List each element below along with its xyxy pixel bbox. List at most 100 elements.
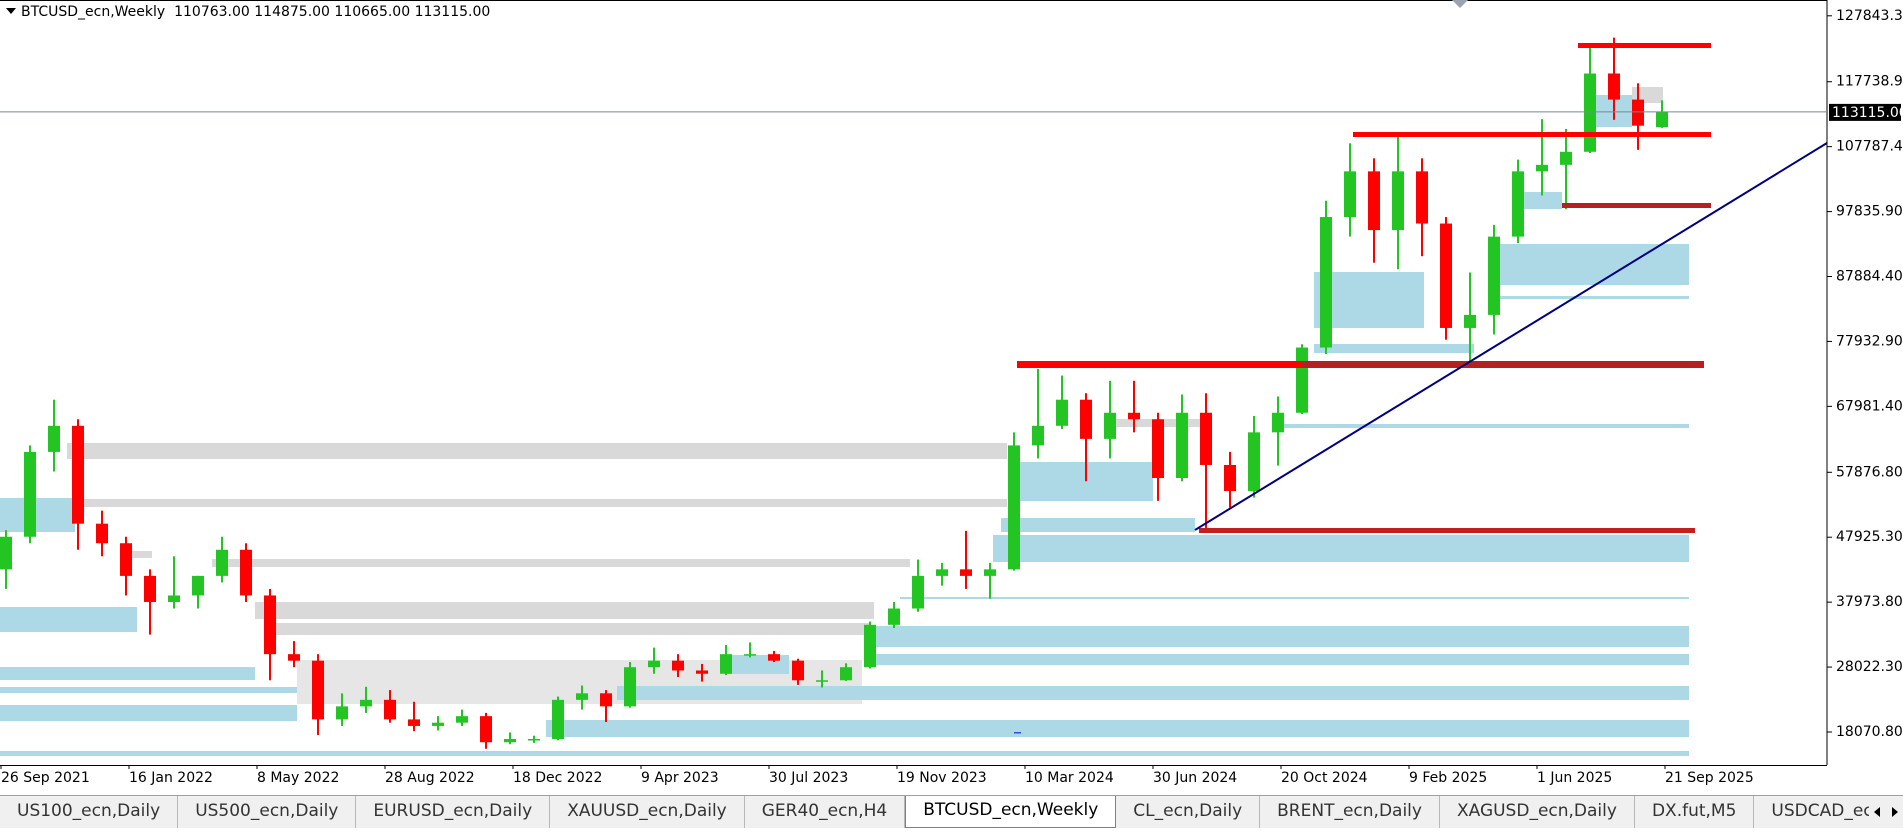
x-tick-label: 30 Jun 2024 [1153,770,1237,786]
support-line [1199,528,1695,533]
candle-body [1632,99,1644,126]
y-tick-label: 47925.30 [1836,529,1903,545]
blue-zone [0,667,255,680]
x-tick-label: 9 Feb 2025 [1409,770,1487,786]
blue-zone [1314,344,1474,353]
candle-body [864,624,876,668]
symbol-tab[interactable]: BRENT_ecn,Daily [1260,796,1440,828]
symbol-tab[interactable]: XAGUSD_ecn,Daily [1440,796,1635,828]
trend-line [1194,142,1828,531]
candle-body [792,660,804,681]
y-tick-label: 117738.90 [1836,74,1903,90]
symbol-tab[interactable]: DX.fut,M5 [1635,796,1755,828]
candle-body [672,660,684,671]
scroll-right[interactable] [1892,807,1898,817]
candle-body [264,595,276,655]
candle-body [600,693,612,707]
blue-zone [0,687,297,693]
candle-body [48,425,60,452]
axes: 127843.30 117738.90 107787.40 97835.90 87884… [0,0,1903,786]
chart: 127843.30 117738.90 107787.40 97835.90 87884… [0,0,1903,786]
symbol-tab[interactable]: BTCUSD_ecn,Weekly [905,796,1117,828]
candle-body [1104,412,1116,439]
blue-zone [0,607,137,632]
x-tick-label: 1 Jun 2025 [1537,770,1612,786]
blue-zone [1498,296,1689,299]
blue-zone [993,535,1689,562]
candle-body [240,549,252,596]
candle-body [648,660,660,668]
symbol-tab[interactable]: US100_ecn,Daily [0,796,179,828]
drawn-levels [1017,43,1828,533]
gray-zone [1632,87,1663,103]
x-tick-label: 20 Oct 2024 [1281,770,1368,786]
gray-zone [67,443,1007,459]
blue-zone [1498,244,1689,285]
candle-body [552,699,564,739]
candle-body [1560,151,1572,165]
x-tick-label: 9 Apr 2023 [641,770,719,786]
resistance-line [1578,43,1711,48]
y-tick-label: 87884.40 [1836,269,1903,285]
candle-body [216,549,228,576]
menu-triangle [6,8,16,14]
candle-body [1512,171,1524,237]
candle-body [360,699,372,707]
candle-body [1440,223,1452,328]
blue-zone [1314,272,1424,328]
blue-zone [617,686,1689,700]
support-line [1562,203,1711,208]
candle-body [624,667,636,707]
blue-zone [546,720,1689,737]
candles [0,37,1668,749]
y-tick-label: 127843.30 [1836,8,1903,24]
candle-body [288,654,300,661]
candle-body [528,738,540,741]
gray-zone [265,623,871,635]
symbol-tab[interactable]: XAUUSD_ecn,Daily [550,796,745,828]
y-tick-label: 107787.40 [1836,139,1903,155]
scroll-left[interactable] [1874,807,1880,817]
candle-body [1200,412,1212,465]
candle-body [696,670,708,674]
y-tick-label: 37973.80 [1836,594,1903,610]
candle-body [408,719,420,726]
current-price-label: 113115.00 [1832,105,1903,121]
x-tick-label: 18 Dec 2022 [513,770,602,786]
candle-body [0,536,12,570]
candle-body [1248,432,1260,492]
y-tick-label: 77932.90 [1836,333,1903,349]
candle-body [336,706,348,720]
candle-body [1656,111,1668,128]
tab-scroll-arrows[interactable] [1869,796,1903,829]
symbol-tab[interactable]: GER40_ecn,H4 [745,796,906,828]
blue-zone [0,705,297,721]
candle-body [456,716,468,723]
x-tick-label: 10 Mar 2024 [1025,770,1114,786]
x-tick-label: 26 Sep 2021 [1,770,90,786]
y-tick-label: 28022.30 [1836,659,1903,675]
candle-body [120,543,132,576]
small-mark [1014,732,1021,734]
candle-body [1032,425,1044,446]
candle-body [1608,73,1620,100]
candle-body [1584,73,1596,152]
x-tick-label: 16 Jan 2022 [129,770,213,786]
candle-body [576,693,588,700]
candle-body [480,716,492,743]
candle-body [72,425,84,524]
chart-title: BTCUSD_ecn,Weekly 110763.00 114875.00 11… [21,4,490,20]
y-tick-label: 18070.80 [1836,724,1903,740]
symbol-tab[interactable]: EURUSD_ecn,Daily [356,796,551,828]
candle-body [1128,412,1140,420]
blue-zone [0,498,75,532]
tab-scroll [1869,795,1903,828]
candle-body [912,575,924,609]
symbol-tab[interactable]: CL_ecn,Daily [1116,796,1261,828]
current-price-box [1829,103,1901,121]
symbol-tab[interactable]: US500_ecn,Daily [178,796,357,828]
candle-body [1176,412,1188,479]
y-tick-label: 57876.80 [1836,464,1903,480]
candle-body [1368,171,1380,231]
